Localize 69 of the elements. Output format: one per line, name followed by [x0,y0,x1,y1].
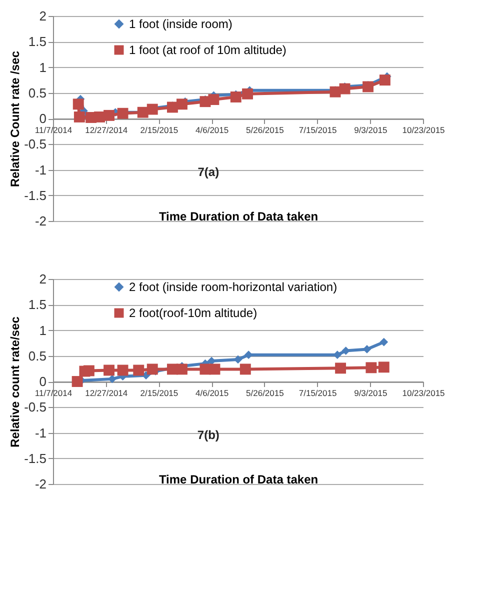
y-tick-label: -2 [34,476,46,492]
y-tick-label: -0.5 [24,400,46,415]
x-tick-label: 2/15/2015 [140,388,178,398]
y-tick-label: 1.5 [28,34,46,50]
x-tick-label: 5/26/2015 [246,125,284,135]
y-tick-label: -0.5 [24,136,46,152]
point [146,104,158,115]
y-tick-label: 0.5 [28,348,46,364]
x-tick-label: 4/6/2015 [196,388,229,398]
x-tick-label: 10/23/2015 [402,125,446,135]
point [176,98,188,110]
y-tick-label: -1 [34,162,46,178]
y-tick-label: 1 [39,322,46,338]
y-tick-label: 0.5 [28,85,46,100]
point [242,88,253,100]
x-tick-label: 4/6/2015 [196,125,229,135]
legend-label: 1 foot (at roof of 10m altitude) [129,43,286,57]
point [208,94,220,106]
point [117,108,128,119]
point [230,92,242,102]
y-axis-title: Relative Count rate /sec [8,50,22,188]
y-tick-label: 0 [39,374,46,389]
x-tick-label: 7/15/2015 [298,125,337,135]
point [74,111,85,122]
point [330,86,341,98]
point [117,364,128,376]
x-tick-label: 12/27/2014 [85,125,128,135]
x-tick-label: 2/15/2015 [140,125,178,135]
point [166,102,178,113]
point [339,83,350,94]
point [378,362,390,373]
annotation: 7(a) [198,164,220,179]
point [72,98,84,110]
point [104,110,115,121]
point [108,374,116,384]
legend-label: 2 foot (inside room-horizontal variation) [129,280,338,294]
y-tick-label: 1 [39,60,46,75]
y-tick-label: 2 [39,8,46,24]
x-tick-label: 9/3/2015 [354,125,388,135]
point [335,362,346,374]
point [240,364,251,375]
y-tick-label: -2 [34,214,46,228]
x-axis-title: Time Duration of Data taken [158,210,318,224]
point [379,74,390,86]
x-tick-label: 5/26/2015 [246,388,284,398]
point [72,376,83,387]
point [104,364,115,376]
y-tick-label: 0 [39,111,46,126]
x-axis-title: Time Duration of Data taken [158,472,318,486]
x-tick-label: 12/27/2014 [85,388,128,398]
point [176,364,188,375]
legend-label: 2 foot(roof-10m altitude) [129,306,258,320]
y-tick-label: 2 [39,272,46,286]
point [209,364,220,375]
y-axis-title: Relative count rate/sec [8,316,22,448]
point [83,365,94,376]
x-tick-label: 7/15/2015 [298,388,337,398]
y-tick-label: -1.5 [24,188,46,203]
legend-label: 1 foot (inside room) [129,17,232,31]
point [366,362,377,374]
point [380,338,388,346]
y-tick-label: 1.5 [28,297,46,312]
x-tick-label: 9/3/2015 [354,388,388,398]
y-tick-label: -1.5 [24,450,46,466]
x-tick-label: 10/23/2015 [402,388,446,398]
point [362,81,374,92]
annotation: 7(b) [197,428,220,442]
y-tick-label: -1 [34,425,46,440]
point [133,364,144,376]
